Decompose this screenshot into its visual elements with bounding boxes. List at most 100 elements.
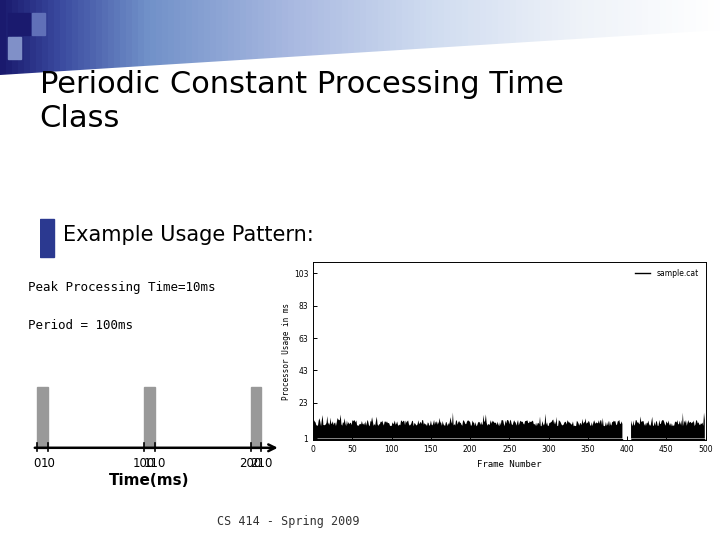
Polygon shape [510, 0, 516, 43]
Bar [8, 37, 21, 59]
Polygon shape [474, 0, 480, 45]
Polygon shape [276, 0, 282, 58]
Polygon shape [120, 0, 126, 68]
Polygon shape [336, 0, 342, 54]
Polygon shape [624, 0, 630, 36]
Polygon shape [570, 0, 576, 39]
Polygon shape [462, 0, 468, 46]
Polygon shape [360, 0, 366, 52]
Polygon shape [108, 0, 114, 68]
Polygon shape [564, 0, 570, 40]
Text: Peak Processing Time=10ms: Peak Processing Time=10ms [28, 281, 215, 294]
Text: Periodic Constant Processing Time
Class: Periodic Constant Processing Time Class [40, 70, 564, 133]
Polygon shape [600, 0, 606, 37]
Polygon shape [408, 0, 414, 50]
Polygon shape [498, 0, 504, 44]
Polygon shape [240, 0, 246, 60]
Polygon shape [60, 0, 66, 71]
Polygon shape [504, 0, 510, 44]
Polygon shape [588, 0, 594, 38]
Polygon shape [66, 0, 72, 71]
Polygon shape [222, 0, 228, 61]
Polygon shape [444, 0, 450, 47]
Polygon shape [450, 0, 456, 47]
Bar [40, 219, 55, 256]
Polygon shape [534, 0, 540, 42]
Polygon shape [660, 0, 666, 33]
Polygon shape [486, 0, 492, 45]
Polygon shape [36, 0, 42, 73]
Polygon shape [426, 0, 432, 49]
Polygon shape [420, 0, 426, 49]
Polygon shape [324, 0, 330, 55]
Polygon shape [210, 0, 216, 62]
Polygon shape [150, 0, 156, 66]
Text: CS 414 - Spring 2009: CS 414 - Spring 2009 [217, 515, 359, 528]
Polygon shape [642, 0, 648, 35]
Text: 110: 110 [143, 457, 166, 470]
Polygon shape [78, 0, 84, 70]
Text: Example Usage Pattern:: Example Usage Pattern: [63, 225, 314, 245]
Polygon shape [636, 0, 642, 35]
Polygon shape [558, 0, 564, 40]
Polygon shape [18, 0, 24, 74]
Polygon shape [480, 0, 486, 45]
Polygon shape [438, 0, 444, 48]
Polygon shape [468, 0, 474, 46]
Polygon shape [456, 0, 462, 46]
Polygon shape [96, 0, 102, 69]
Polygon shape [378, 0, 384, 51]
Polygon shape [648, 0, 654, 35]
Polygon shape [294, 0, 300, 57]
Polygon shape [390, 0, 396, 51]
Polygon shape [144, 0, 150, 66]
Polygon shape [384, 0, 390, 51]
Bar [37, 387, 48, 448]
Polygon shape [6, 0, 12, 75]
Polygon shape [714, 0, 720, 30]
Polygon shape [246, 0, 252, 59]
Polygon shape [270, 0, 276, 58]
Polygon shape [594, 0, 600, 38]
Polygon shape [198, 0, 204, 63]
Polygon shape [162, 0, 168, 65]
Text: 0: 0 [34, 457, 41, 470]
Text: 100: 100 [133, 457, 155, 470]
Polygon shape [102, 0, 108, 69]
Polygon shape [264, 0, 270, 58]
Polygon shape [342, 0, 348, 53]
Text: Period = 100ms: Period = 100ms [28, 319, 133, 332]
Polygon shape [330, 0, 336, 55]
Polygon shape [180, 0, 186, 64]
Polygon shape [288, 0, 294, 57]
Text: 210: 210 [250, 457, 273, 470]
Polygon shape [258, 0, 264, 59]
Polygon shape [252, 0, 258, 59]
Polygon shape [0, 0, 6, 75]
Polygon shape [282, 0, 288, 57]
Polygon shape [582, 0, 588, 39]
Polygon shape [402, 0, 408, 50]
Text: Time(ms): Time(ms) [109, 474, 189, 488]
Polygon shape [42, 0, 48, 72]
Legend: sample.cat: sample.cat [632, 266, 702, 281]
Polygon shape [186, 0, 192, 63]
Polygon shape [414, 0, 420, 49]
Polygon shape [528, 0, 534, 42]
Polygon shape [708, 0, 714, 31]
Polygon shape [216, 0, 222, 62]
Polygon shape [24, 0, 30, 73]
Text: 10: 10 [40, 457, 55, 470]
Polygon shape [492, 0, 498, 44]
Polygon shape [114, 0, 120, 68]
Polygon shape [306, 0, 312, 56]
Polygon shape [318, 0, 324, 55]
Polygon shape [612, 0, 618, 37]
Bar [144, 387, 155, 448]
Polygon shape [516, 0, 522, 43]
Polygon shape [606, 0, 612, 37]
Bar [8, 13, 30, 35]
Polygon shape [696, 0, 702, 31]
Polygon shape [372, 0, 378, 52]
Polygon shape [30, 0, 36, 73]
